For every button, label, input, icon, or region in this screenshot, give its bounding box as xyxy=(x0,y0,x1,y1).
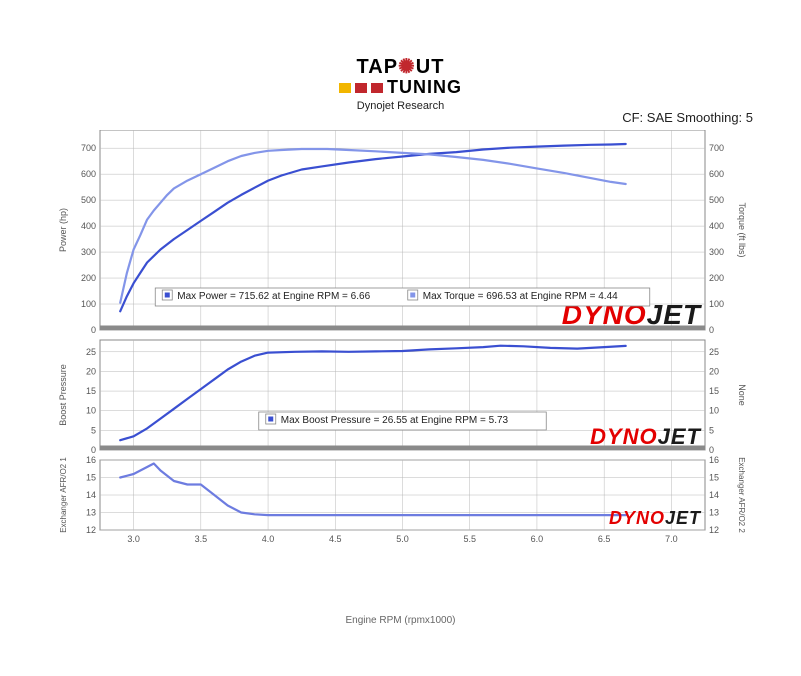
y-tick-label: 10 xyxy=(86,406,96,416)
x-tick-label: 6.0 xyxy=(531,534,544,544)
y-tick-label: 0 xyxy=(91,325,96,335)
x-tick-label: 7.0 xyxy=(665,534,678,544)
y-tick-label: 20 xyxy=(86,366,96,376)
brand-sub-row: TUNING xyxy=(0,77,801,98)
y-tick-label: 25 xyxy=(86,347,96,357)
brand-logo: TAP✺UT xyxy=(357,54,445,79)
dynojet-watermark: DYNOJET xyxy=(590,424,701,449)
x-tick-label: 4.0 xyxy=(262,534,275,544)
y-tick-label: 700 xyxy=(81,143,96,153)
x-tick-label: 5.0 xyxy=(396,534,409,544)
y-tick-label-right: 300 xyxy=(709,247,724,257)
right-axis-label: Torque (ft lbs) xyxy=(737,202,747,257)
chart-area: 0010010020020030030040040050050060060070… xyxy=(45,130,756,606)
y-tick-label-right: 100 xyxy=(709,299,724,309)
legend-swatch xyxy=(165,293,170,298)
y-tick-label-right: 0 xyxy=(709,325,714,335)
y-tick-label-right: 16 xyxy=(709,455,719,465)
y-tick-label-right: 20 xyxy=(709,366,719,376)
legend-swatch xyxy=(410,293,415,298)
y-tick-label-right: 0 xyxy=(709,445,714,455)
y-tick-label-right: 14 xyxy=(709,490,719,500)
y-tick-label-right: 700 xyxy=(709,143,724,153)
x-tick-label: 3.5 xyxy=(195,534,208,544)
y-tick-label-right: 5 xyxy=(709,425,714,435)
y-tick-label: 400 xyxy=(81,221,96,231)
y-tick-label: 300 xyxy=(81,247,96,257)
y-tick-label-right: 12 xyxy=(709,525,719,535)
y-tick-label: 100 xyxy=(81,299,96,309)
x-tick-label: 5.5 xyxy=(463,534,476,544)
x-tick-label: 4.5 xyxy=(329,534,342,544)
y-tick-label-right: 15 xyxy=(709,473,719,483)
logo-area: TAP✺UT TUNING Dynojet Research xyxy=(0,54,801,112)
legend-text: Max Power = 715.62 at Engine RPM = 6.66 xyxy=(177,291,370,302)
y-tick-label-right: 600 xyxy=(709,169,724,179)
turbo-icon: ✺ xyxy=(398,56,416,78)
y-tick-label: 12 xyxy=(86,525,96,535)
x-tick-label: 3.0 xyxy=(127,534,140,544)
left-axis-label: Boost Pressure xyxy=(58,364,68,426)
page-root: TAP✺UT TUNING Dynojet Research CF: SAE S… xyxy=(0,0,801,676)
y-tick-label-right: 200 xyxy=(709,273,724,283)
y-tick-label: 500 xyxy=(81,195,96,205)
y-tick-label: 600 xyxy=(81,169,96,179)
y-tick-label: 0 xyxy=(91,445,96,455)
legend-swatch xyxy=(268,417,273,422)
right-axis-label: None xyxy=(737,384,747,406)
brand-tuning-text: TUNING xyxy=(387,77,462,98)
brand-bar-icon xyxy=(355,83,367,93)
y-tick-label: 14 xyxy=(86,490,96,500)
y-tick-label-right: 15 xyxy=(709,386,719,396)
x-tick-label: 6.5 xyxy=(598,534,611,544)
y-tick-label: 5 xyxy=(91,425,96,435)
y-tick-label-right: 13 xyxy=(709,508,719,518)
left-axis-label: Power (hp) xyxy=(58,208,68,252)
right-axis-label: Exchanger AFR/O2 2 xyxy=(737,457,746,533)
left-axis-label: Exchanger AFR/O2 1 xyxy=(59,457,68,533)
brand-bar-icon xyxy=(371,83,383,93)
dynojet-watermark: DYNOJET xyxy=(609,508,702,528)
y-tick-label-right: 500 xyxy=(709,195,724,205)
y-tick-label-right: 25 xyxy=(709,347,719,357)
legend-text: Max Boost Pressure = 26.55 at Engine RPM… xyxy=(281,415,509,426)
y-tick-label: 13 xyxy=(86,508,96,518)
x-axis-label: Engine RPM (rpmx1000) xyxy=(0,615,801,626)
y-tick-label: 200 xyxy=(81,273,96,283)
legend-text: Max Torque = 696.53 at Engine RPM = 4.44 xyxy=(423,291,618,302)
cf-smoothing-text: CF: SAE Smoothing: 5 xyxy=(622,110,753,125)
y-tick-label-right: 10 xyxy=(709,406,719,416)
y-tick-label: 15 xyxy=(86,473,96,483)
y-tick-label-right: 400 xyxy=(709,221,724,231)
y-tick-label: 16 xyxy=(86,455,96,465)
brand-bar-icon xyxy=(339,83,351,93)
y-tick-label: 15 xyxy=(86,386,96,396)
